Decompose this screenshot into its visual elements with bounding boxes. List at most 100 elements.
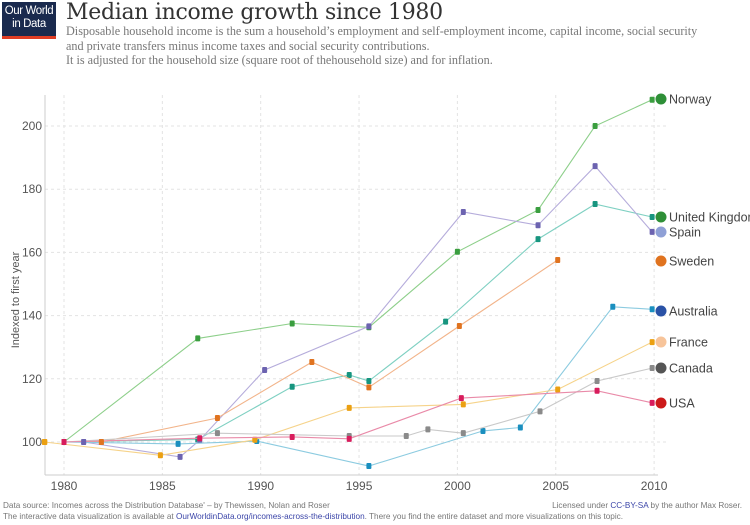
data-point (262, 366, 268, 373)
y-tick-label: 180 (22, 182, 42, 196)
subtitle-line-1: Disposable household income is the sum a… (66, 24, 698, 38)
legend-item-norway: Norway (655, 93, 712, 107)
grid-lines (45, 95, 668, 475)
legend-label: USA (669, 397, 695, 411)
data-point (346, 372, 352, 379)
data-point (460, 401, 466, 408)
legend-label: Spain (669, 226, 701, 240)
series-line (63, 306, 653, 467)
data-point (594, 378, 600, 385)
data-point (346, 435, 352, 442)
legend-label: Norway (669, 93, 712, 107)
legend-item-usa: USA (655, 397, 695, 411)
legend-item-united-kingdom: United Kingdom (655, 211, 750, 225)
data-point (460, 208, 466, 215)
x-tick-label: 1985 (149, 479, 176, 493)
data-point (592, 163, 598, 170)
legend-item-sweden: Sweden (655, 255, 714, 269)
legend-label: Sweden (669, 255, 714, 269)
data-point (592, 123, 598, 129)
data-point (456, 323, 462, 330)
data-point (535, 222, 541, 229)
data-point (197, 435, 203, 442)
series-line (63, 203, 653, 443)
legend-dot (655, 93, 667, 105)
interactive-note: The interactive data visualization is av… (3, 512, 623, 521)
data-point (309, 359, 315, 366)
x-tick-label: 1990 (247, 479, 274, 493)
legend-dot (655, 305, 667, 317)
legend-dot (655, 362, 667, 374)
owid-link[interactable]: OurWorldinData.org/incomes-across-the-di… (175, 512, 365, 521)
data-point (366, 463, 372, 470)
license-suffix: by the author Max Roser. (648, 501, 742, 510)
x-tick-label: 2000 (444, 479, 471, 493)
series-canada (61, 365, 655, 445)
interactive-prefix: The interactive data visualization is av… (3, 512, 176, 521)
legend-item-france: France (655, 336, 708, 350)
series-line (64, 165, 653, 458)
license-note: Licensed under CC-BY-SA by the author Ma… (552, 501, 742, 510)
y-tick-label: 160 (22, 245, 42, 259)
series-spain (61, 163, 655, 460)
data-point (366, 378, 372, 385)
data-point (592, 201, 598, 208)
x-tick-label: 1980 (51, 479, 78, 493)
data-point (175, 440, 181, 447)
subtitle-line-3: It is adjusted for the household size (s… (66, 53, 493, 68)
data-point (366, 384, 372, 391)
data-point (649, 365, 655, 372)
data-point (555, 386, 561, 393)
data-point (649, 96, 655, 103)
owid-logo[interactable]: Our World in Data (2, 2, 56, 39)
data-point (42, 439, 48, 445)
data-point (195, 335, 201, 342)
legend-label: United Kingdom (669, 211, 750, 225)
logo-line-2: in Data (12, 18, 46, 30)
data-point (443, 318, 449, 325)
data-point (214, 414, 220, 421)
license-link[interactable]: CC-BY-SA (610, 501, 649, 510)
series-norway (61, 96, 655, 445)
legend-dot (655, 255, 667, 267)
legend-label: Australia (669, 305, 718, 319)
data-point (454, 248, 460, 255)
y-tick-label: 200 (22, 119, 42, 133)
axes: 1980 1985 1990 1995 2000 2005 2010 100 120 140 160… (22, 95, 668, 493)
chart-subtitle: Disposable household income is the sum a… (66, 24, 746, 68)
data-point (537, 408, 543, 415)
data-point (594, 387, 600, 394)
data-point (177, 453, 183, 460)
series-group (41, 96, 655, 470)
series-line (63, 99, 653, 443)
legend-dot (655, 226, 667, 238)
y-axis-label: Indexed to first year (10, 251, 22, 348)
legend-label: France (669, 336, 708, 350)
data-point (289, 383, 295, 390)
subtitle-line-2: and private transfers minus income taxes… (66, 38, 430, 53)
legend-label: Canada (669, 362, 713, 376)
data-point (214, 430, 220, 437)
x-tick-label: 2010 (641, 479, 668, 493)
data-point (535, 207, 541, 214)
data-point (366, 323, 372, 330)
data-point (403, 432, 409, 439)
legend-dot (655, 336, 667, 348)
interactive-suffix: . There you find the entire dataset and … (364, 512, 624, 521)
data-point (555, 256, 561, 263)
data-point (157, 452, 163, 459)
legend-item-spain: Spain (655, 226, 701, 240)
data-point (649, 399, 655, 406)
data-point (480, 427, 486, 434)
y-tick-label: 100 (22, 435, 42, 449)
chart-title: Median income growth since 1980 (66, 0, 443, 25)
y-tick-label: 120 (22, 372, 42, 386)
legend-item-canada: Canada (655, 362, 713, 376)
data-point (425, 426, 431, 433)
data-point (649, 306, 655, 313)
data-point (460, 430, 466, 437)
data-point (289, 320, 295, 327)
data-source-note: Data source: Incomes across the Distribu… (3, 501, 330, 510)
